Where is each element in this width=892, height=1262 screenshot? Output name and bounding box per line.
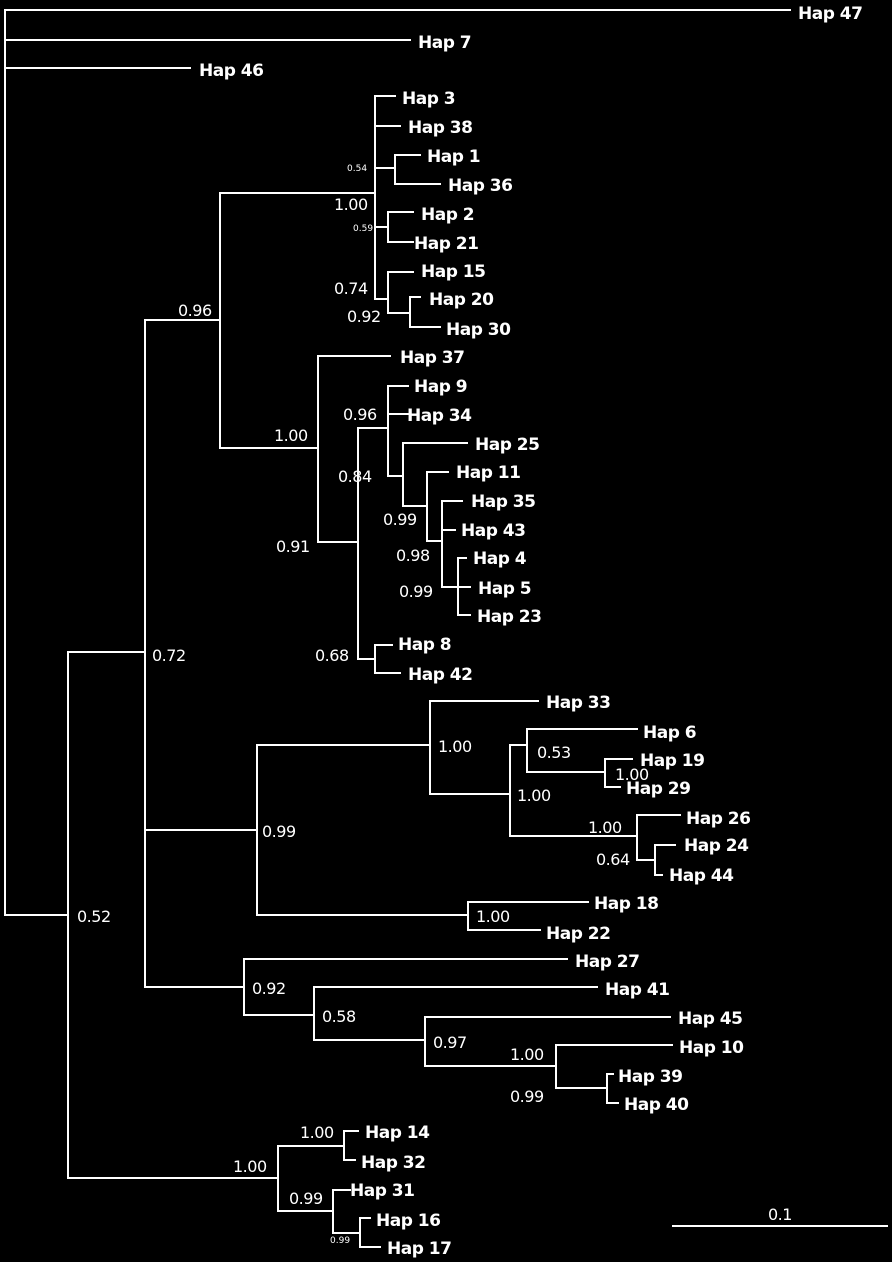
scale-bar-label: 0.1 — [768, 1205, 792, 1224]
tip-label-hap-46: Hap 46 — [199, 61, 263, 81]
tip-label-hap-24: Hap 24 — [684, 836, 749, 856]
support-value: 1.00 — [588, 818, 622, 837]
support-value: 0.99 — [399, 582, 433, 601]
support-value: 0.59 — [353, 224, 373, 234]
tip-label-hap-1: Hap 1 — [427, 147, 480, 167]
tip-label-hap-34: Hap 34 — [407, 406, 472, 426]
support-value: 1.00 — [438, 737, 472, 756]
support-value: 0.99 — [330, 1236, 350, 1246]
tip-label-hap-33: Hap 33 — [546, 693, 610, 713]
tip-label-hap-7: Hap 7 — [418, 33, 471, 53]
support-value: 0.84 — [338, 467, 372, 486]
support-value: 0.99 — [289, 1189, 323, 1208]
tip-label-hap-37: Hap 37 — [400, 348, 464, 368]
tip-label-hap-23: Hap 23 — [477, 607, 541, 627]
support-value: 0.52 — [77, 907, 111, 926]
support-value: 0.53 — [537, 743, 571, 762]
tip-label-hap-40: Hap 40 — [624, 1095, 689, 1115]
tip-label-hap-41: Hap 41 — [605, 980, 669, 1000]
support-value: 0.99 — [510, 1087, 544, 1106]
support-value: 0.99 — [262, 822, 296, 841]
tip-label-hap-20: Hap 20 — [429, 290, 494, 310]
tip-label-hap-35: Hap 35 — [471, 492, 535, 512]
tip-label-hap-42: Hap 42 — [408, 665, 472, 685]
tip-label-hap-19: Hap 19 — [640, 751, 704, 771]
support-value: 1.00 — [274, 426, 308, 445]
support-value: 0.92 — [347, 307, 381, 326]
tip-label-hap-11: Hap 11 — [456, 463, 520, 483]
support-value: 1.00 — [300, 1123, 334, 1142]
tip-label-hap-25: Hap 25 — [475, 435, 539, 455]
tip-label-hap-2: Hap 2 — [421, 205, 474, 225]
tip-label-hap-44: Hap 44 — [669, 866, 734, 886]
tip-label-hap-43: Hap 43 — [461, 521, 525, 541]
support-value: 0.92 — [252, 979, 286, 998]
scale-bar: 0.1 — [672, 1205, 888, 1227]
support-value: 0.74 — [334, 279, 368, 298]
tree-branches — [4, 9, 791, 1248]
tip-label-hap-15: Hap 15 — [421, 262, 485, 282]
support-value: 0.68 — [315, 646, 349, 665]
tip-label-hap-8: Hap 8 — [398, 635, 451, 655]
support-values: 0.54 1.00 0.59 0.74 0.92 0.96 1.00 0.96 0.84 0.99… — [77, 164, 649, 1246]
support-value: 1.00 — [334, 195, 368, 214]
tip-label-hap-39: Hap 39 — [618, 1067, 682, 1087]
support-value: 0.98 — [396, 546, 430, 565]
support-value: 1.00 — [517, 786, 551, 805]
tip-label-hap-26: Hap 26 — [686, 809, 750, 829]
support-value: 0.58 — [322, 1007, 356, 1026]
tip-label-hap-29: Hap 29 — [626, 779, 690, 799]
tip-label-hap-32: Hap 32 — [361, 1153, 425, 1173]
support-value: 0.99 — [383, 510, 417, 529]
tip-label-hap-3: Hap 3 — [402, 89, 455, 109]
support-value: 0.91 — [276, 537, 310, 556]
tip-label-hap-14: Hap 14 — [365, 1123, 430, 1143]
tip-label-hap-17: Hap 17 — [387, 1239, 451, 1259]
support-value: 0.96 — [178, 301, 212, 320]
tip-label-hap-36: Hap 36 — [448, 176, 512, 196]
support-value: 1.00 — [615, 765, 649, 784]
support-value: 0.96 — [343, 405, 377, 424]
support-value: 1.00 — [476, 907, 510, 926]
tip-label-hap-31: Hap 31 — [350, 1181, 414, 1201]
tip-label-hap-5: Hap 5 — [478, 579, 531, 599]
tip-label-hap-16: Hap 16 — [376, 1211, 440, 1231]
support-value: 1.00 — [510, 1045, 544, 1064]
support-value: 1.00 — [233, 1157, 267, 1176]
support-value: 0.72 — [152, 646, 186, 665]
support-value: 0.54 — [347, 164, 367, 174]
tip-label-hap-9: Hap 9 — [414, 377, 467, 397]
tip-label-hap-6: Hap 6 — [643, 723, 696, 743]
tip-label-hap-22: Hap 22 — [546, 924, 610, 944]
tip-label-hap-30: Hap 30 — [446, 320, 511, 340]
tip-label-hap-4: Hap 4 — [473, 549, 527, 569]
tip-label-hap-10: Hap 10 — [679, 1038, 744, 1058]
support-value: 0.97 — [433, 1033, 467, 1052]
tip-label-hap-21: Hap 21 — [414, 234, 478, 254]
tip-label-hap-27: Hap 27 — [575, 952, 639, 972]
tip-label-hap-38: Hap 38 — [408, 118, 472, 138]
tip-label-hap-45: Hap 45 — [678, 1009, 742, 1029]
tip-label-hap-47: Hap 47 — [798, 4, 862, 24]
tip-labels: Hap 47 Hap 7 Hap 46 Hap 3 Hap 38 Hap 1 Hap 36 H… — [199, 4, 863, 1259]
tip-label-hap-18: Hap 18 — [594, 894, 658, 914]
support-value: 0.64 — [596, 850, 630, 869]
